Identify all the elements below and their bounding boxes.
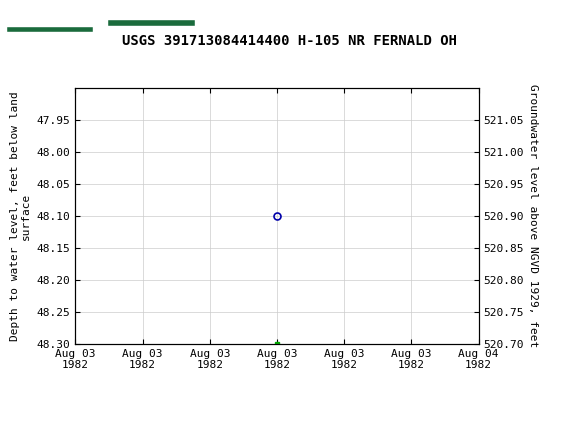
Legend: Period of approved data: Period of approved data — [179, 427, 375, 430]
Y-axis label: Depth to water level, feet below land
surface: Depth to water level, feet below land su… — [10, 91, 31, 341]
Y-axis label: Groundwater level above NGVD 1929, feet: Groundwater level above NGVD 1929, feet — [528, 84, 538, 348]
Bar — [108, 27, 195, 32]
Text: USGS 391713084414400 H-105 NR FERNALD OH: USGS 391713084414400 H-105 NR FERNALD OH — [122, 34, 458, 48]
Bar — [108, 20, 195, 25]
Text: USGS: USGS — [44, 12, 90, 26]
Bar — [7, 27, 93, 32]
Bar — [7, 20, 93, 25]
